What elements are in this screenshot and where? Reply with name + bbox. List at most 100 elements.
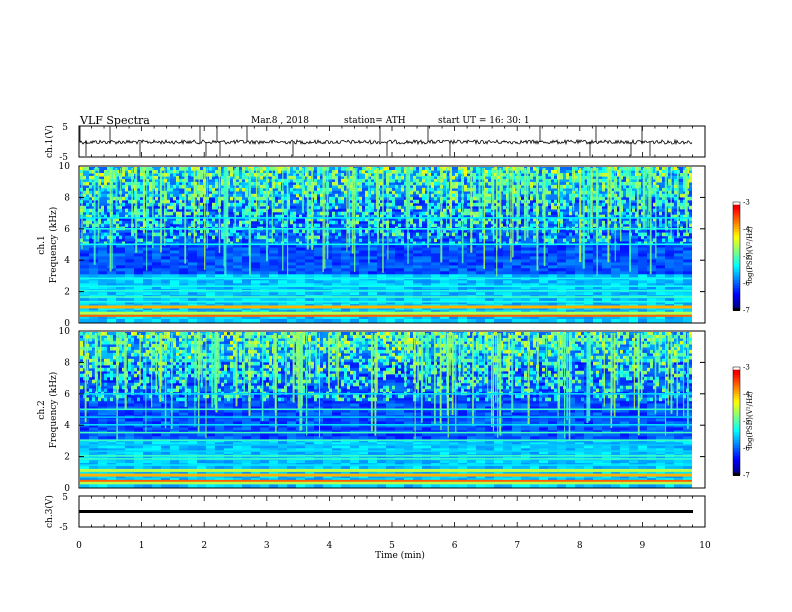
spectrogram-sferic-cell [83,175,86,180]
spectrogram-cell [620,244,629,249]
spectrogram-cell [161,244,170,249]
spectrogram-cell [188,283,197,287]
spectrogram-sferic-cell [623,173,626,177]
spectrogram-sferic-cell [227,184,230,189]
spectrogram-cell [620,298,629,302]
spectrogram-cell [431,298,440,302]
spectrogram-cell [440,241,449,246]
spectrogram-sferic-cell [215,205,218,210]
spectrogram-cell [152,238,161,243]
spectrogram-cell [530,199,539,204]
spectrogram-cell [557,229,566,234]
spectrogram-sferic-cell [521,167,524,171]
spectrogram-sferic-cell [149,184,152,189]
spectrogram-sferic-cell [455,181,458,186]
spectrogram-cell [179,235,188,240]
spectrogram-cell [386,280,395,284]
spectrogram-cell [134,253,143,257]
spectrogram-cell [152,244,161,249]
spectrogram-cell [656,253,665,257]
spectrogram-cell [233,241,242,246]
spectrogram-sferic-cell [212,187,215,192]
spectrogram-cell [341,220,350,225]
spectrogram-cell [584,316,593,320]
spectrogram-cell [395,208,404,213]
spectrogram-cell [98,220,107,225]
spectrogram-sferic-cell [293,190,296,195]
spectrogram-sferic-cell [263,181,266,186]
spectrogram-cell [332,238,341,243]
spectrogram-cell [557,319,566,323]
spectrogram-cell [233,316,242,320]
spectrogram-sferic-cell [395,173,398,177]
spectrogram-sferic-cell [194,205,197,210]
spectrogram-sferic-cell [434,173,437,177]
spectrogram-sferic-cell [83,205,86,210]
spectrogram-cell [611,265,620,269]
spectrogram-cell [539,262,548,266]
spectrogram-cell [629,319,638,323]
spectrogram-cell [287,307,296,311]
spectrogram-sferic-cell [317,205,320,210]
spectrogram-sferic-cell [392,199,395,204]
spectrogram-sferic-cell [611,193,614,198]
spectrogram-cell [143,193,152,198]
spectrogram-cell [134,187,143,192]
spectrogram-sferic-cell [617,187,620,192]
spectrogram-sferic-cell [494,170,497,174]
spectrogram-cell [170,265,179,269]
spectrogram-cell [449,283,458,287]
spectrogram-sferic-cell [662,196,665,201]
spectrogram-cell [179,259,188,263]
spectrogram-cell [125,167,134,171]
spectrogram-sferic-cell [689,173,692,177]
spectrogram-sferic-cell [680,173,683,177]
spectrogram-cell [269,253,278,257]
spectrogram-sferic-cell [497,178,500,183]
spectrogram-sferic-cell [116,173,119,177]
spectrogram-sferic-cell [380,196,383,201]
spectrogram-cell [674,253,683,257]
spectrogram-cell [557,268,566,272]
spectrogram-sferic-cell [548,199,551,204]
spectrogram-sferic-cell [350,190,353,195]
spectrogram-cell [629,235,638,240]
spectrogram-sferic-cell [239,196,242,201]
spectrogram-sferic-cell [476,202,479,207]
spectrogram-cell [125,223,134,228]
spectrogram-cell [683,262,692,266]
spectrogram-sferic-cell [593,178,596,183]
spectrogram-sferic-cell [122,202,125,207]
spectrogram-cell [413,247,422,252]
spectrogram-sferic-cell [170,193,173,198]
spectrogram-cell [476,298,485,302]
spectrogram-sferic-cell [668,178,671,183]
spectrogram-cell [341,235,350,240]
spectrogram-sferic-cell [392,202,395,207]
spectrogram-cell [584,247,593,252]
spectrogram-cell [296,271,305,275]
spectrogram-cell [377,238,386,243]
spectrogram-sferic-cell [395,175,398,180]
spectrogram-sferic-cell [548,178,551,183]
spectrogram-sferic-cell [488,170,491,174]
spectrogram-cell [422,292,431,296]
spectrogram-sferic-cell [260,184,263,189]
spectrogram-sferic-cell [626,178,629,183]
spectrogram-sferic-cell [671,202,674,207]
spectrogram-sferic-cell [521,178,524,183]
spectrogram-cell [323,316,332,320]
spectrogram-cell [440,268,449,272]
spectrogram-cell [134,229,143,234]
spectrogram-cell [485,292,494,296]
spectrogram-cell [251,262,260,266]
spectrogram-cell [395,274,404,278]
spectrogram-cell [575,319,584,323]
spectrogram-cell [368,184,377,189]
spectrogram-cell [530,175,539,180]
spectrogram-sferic-cell [140,184,143,189]
spectrogram-cell [197,223,206,228]
spectrogram-cell [215,307,224,311]
spectrogram-cell [656,181,665,186]
spectrogram-sferic-cell [287,167,290,171]
